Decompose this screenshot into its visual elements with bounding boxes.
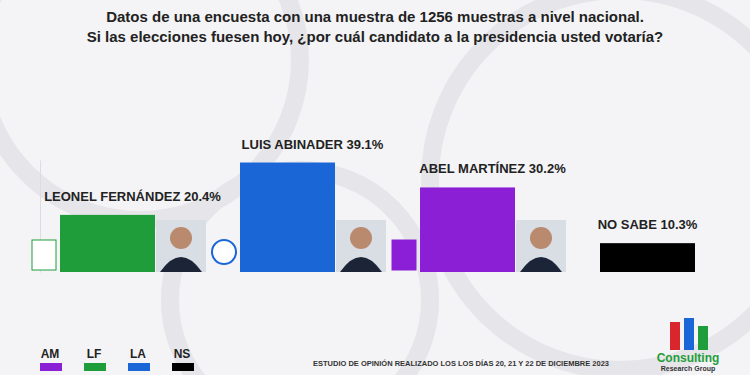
value-label: 20.4% (180, 189, 221, 204)
legend-swatch (128, 363, 150, 371)
labels: ABEL MARTÍNEZ 30.2% LEONEL FERNÁNDEZ 20.4… (44, 137, 698, 233)
photo-placeholder (516, 220, 566, 272)
category-label: NO SABE (598, 217, 658, 232)
title: Datos de una encuesta con una muestra de… (106, 8, 644, 25)
legend-label: NS (174, 347, 191, 361)
legend-swatch (40, 363, 62, 371)
party-logo (32, 240, 56, 270)
logo-subtext: Research Group (661, 365, 715, 373)
data-label: ABEL MARTÍNEZ 30.2% (419, 161, 566, 176)
category-label: LEONEL FERNÁNDEZ (44, 189, 180, 204)
footnote: ESTUDIO DE OPINIÓN REALIZADO LOS LOS DÍA… (313, 359, 609, 368)
legend-label: LF (87, 347, 102, 361)
logo-bar (698, 326, 708, 350)
legend-label: LA (130, 347, 146, 361)
bar (240, 163, 335, 272)
party-logo (212, 240, 236, 264)
background-ring (430, 0, 750, 370)
photo-suit (340, 257, 382, 272)
logo-bar (684, 318, 694, 350)
value-label: 30.2% (525, 161, 566, 176)
logo-bar (670, 322, 680, 350)
photo-head (530, 227, 552, 249)
logo-text: Consulting (657, 351, 720, 365)
value-label: 39.1% (343, 137, 384, 152)
decorations (32, 220, 566, 272)
data-label: LEONEL FERNÁNDEZ 20.4% (44, 189, 221, 204)
bar (420, 187, 515, 272)
legend-swatch (172, 363, 194, 371)
data-label: NO SABE 10.3% (598, 217, 698, 232)
photo-head (350, 227, 372, 249)
data-label: LUIS ABINADER 39.1% (242, 137, 384, 152)
photo-head (170, 227, 192, 249)
subtitle: Si las elecciones fuesen hoy, ¿por cuál … (87, 28, 664, 45)
bar (60, 215, 155, 272)
photo-placeholder (336, 220, 386, 272)
legend-swatch (84, 363, 106, 371)
photo-placeholder (156, 220, 206, 272)
legend-label: AM (41, 347, 60, 361)
category-label: LUIS ABINADER (242, 137, 344, 152)
bar (600, 243, 695, 272)
bars (60, 163, 695, 272)
legend: AM LF LA NS (40, 347, 194, 371)
category-label: ABEL MARTÍNEZ (419, 161, 525, 176)
photo-suit (160, 257, 202, 272)
chart: Datos de una encuesta con una muestra de… (0, 0, 750, 375)
party-logo (392, 240, 416, 270)
value-label: 10.3% (657, 217, 698, 232)
photo-suit (520, 257, 562, 272)
